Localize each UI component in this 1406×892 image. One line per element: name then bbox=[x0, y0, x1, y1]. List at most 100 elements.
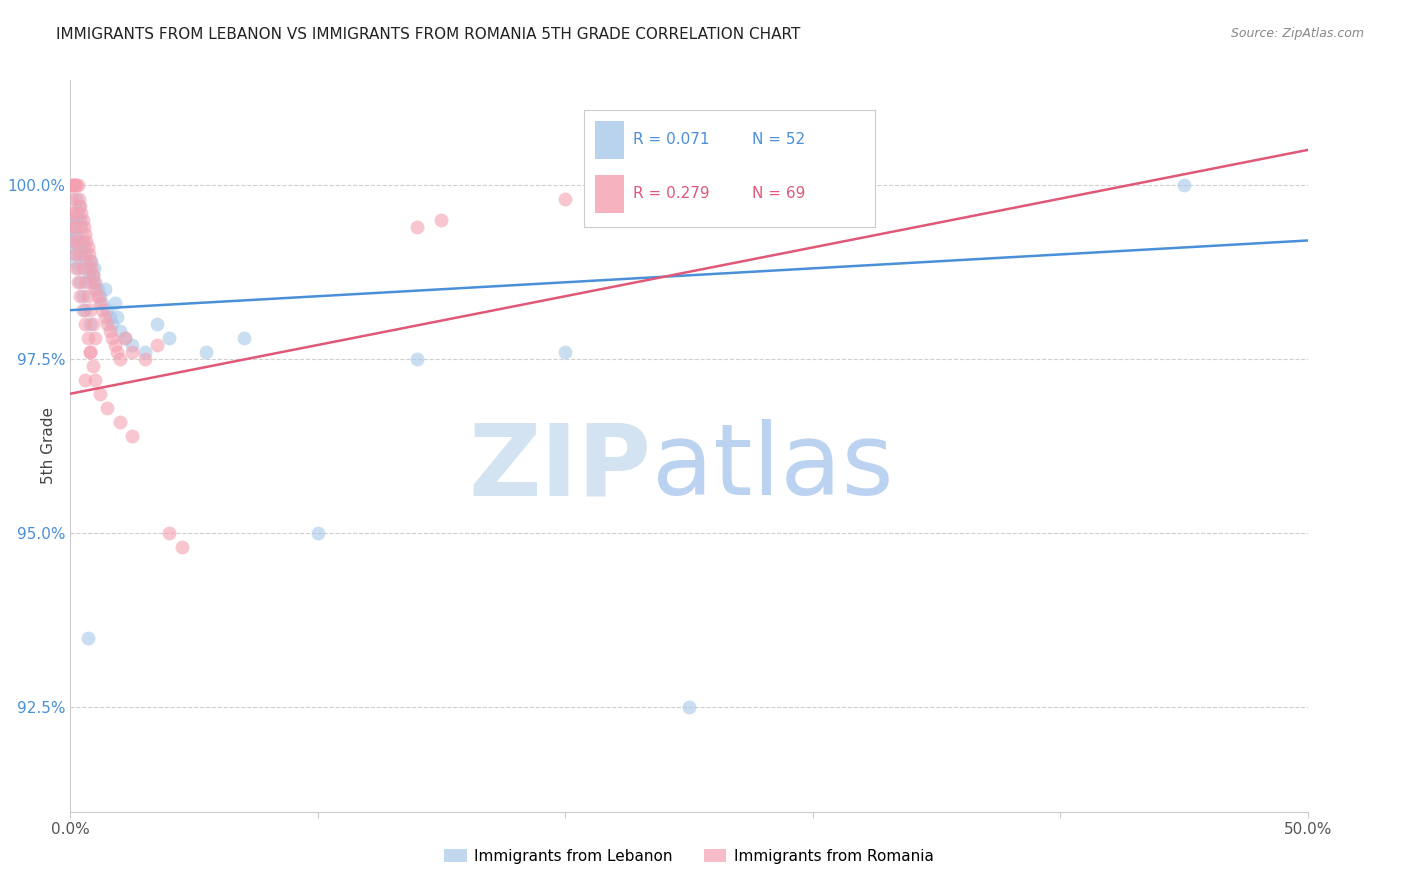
Point bbox=[98, 324, 121, 338]
Point bbox=[76, 631, 98, 645]
Point bbox=[101, 331, 124, 345]
Point bbox=[69, 212, 91, 227]
Point bbox=[98, 310, 121, 325]
Point bbox=[96, 401, 118, 415]
Point bbox=[65, 219, 87, 234]
Point bbox=[105, 310, 128, 325]
Point bbox=[83, 275, 105, 289]
Point bbox=[75, 275, 97, 289]
Point bbox=[75, 234, 97, 248]
Point bbox=[105, 345, 128, 359]
Point bbox=[76, 289, 98, 303]
Point bbox=[79, 345, 101, 359]
Point bbox=[405, 219, 427, 234]
Point bbox=[94, 310, 117, 325]
Point bbox=[91, 303, 114, 318]
Point bbox=[75, 247, 97, 261]
Point bbox=[67, 199, 90, 213]
Point bbox=[89, 296, 111, 310]
Point bbox=[60, 178, 83, 192]
Point bbox=[114, 331, 136, 345]
Text: IMMIGRANTS FROM LEBANON VS IMMIGRANTS FROM ROMANIA 5TH GRADE CORRELATION CHART: IMMIGRANTS FROM LEBANON VS IMMIGRANTS FR… bbox=[56, 27, 800, 42]
Point bbox=[96, 303, 118, 318]
Point bbox=[84, 373, 107, 387]
Point bbox=[75, 303, 97, 318]
Point bbox=[65, 178, 87, 192]
Point bbox=[70, 219, 93, 234]
Point bbox=[83, 261, 105, 276]
Point bbox=[63, 234, 86, 248]
Point bbox=[63, 212, 86, 227]
Point bbox=[73, 219, 96, 234]
Point bbox=[66, 261, 89, 276]
Point bbox=[146, 317, 169, 331]
Point bbox=[114, 331, 136, 345]
Point bbox=[72, 303, 94, 318]
Point bbox=[554, 345, 576, 359]
Point bbox=[67, 192, 90, 206]
Point bbox=[84, 275, 107, 289]
Point bbox=[75, 227, 97, 241]
Text: atlas: atlas bbox=[652, 419, 893, 516]
Point bbox=[75, 373, 97, 387]
Point bbox=[62, 205, 84, 219]
Point bbox=[554, 192, 576, 206]
Point bbox=[79, 254, 101, 268]
Point bbox=[89, 386, 111, 401]
Point bbox=[62, 178, 84, 192]
Point bbox=[91, 296, 114, 310]
Point bbox=[77, 247, 100, 261]
Point bbox=[108, 324, 131, 338]
Point bbox=[70, 205, 93, 219]
Point bbox=[69, 247, 91, 261]
Point bbox=[62, 234, 84, 248]
Point bbox=[66, 178, 89, 192]
Point bbox=[65, 254, 87, 268]
Point bbox=[101, 317, 124, 331]
Point bbox=[60, 212, 83, 227]
Point bbox=[678, 700, 700, 714]
Point bbox=[63, 240, 86, 254]
Point bbox=[232, 331, 254, 345]
Point bbox=[134, 345, 156, 359]
Point bbox=[60, 192, 83, 206]
Point bbox=[121, 338, 143, 352]
Point bbox=[76, 261, 98, 276]
Point bbox=[65, 261, 87, 276]
Point bbox=[66, 275, 89, 289]
Point bbox=[104, 296, 127, 310]
Point bbox=[79, 303, 101, 318]
Point bbox=[82, 359, 104, 373]
Point bbox=[62, 227, 84, 241]
Point bbox=[79, 317, 101, 331]
Point bbox=[86, 282, 108, 296]
Point bbox=[65, 178, 87, 192]
Point bbox=[65, 227, 87, 241]
Point bbox=[62, 219, 84, 234]
Point bbox=[65, 247, 87, 261]
Point bbox=[134, 351, 156, 366]
Point bbox=[121, 428, 143, 442]
Point bbox=[94, 282, 117, 296]
Point bbox=[157, 331, 180, 345]
Point bbox=[65, 192, 87, 206]
Point bbox=[146, 338, 169, 352]
Point bbox=[84, 331, 107, 345]
Point bbox=[82, 268, 104, 283]
Point bbox=[63, 178, 86, 192]
Point bbox=[96, 317, 118, 331]
Point bbox=[79, 275, 101, 289]
Point bbox=[86, 289, 108, 303]
Point bbox=[76, 240, 98, 254]
Point bbox=[307, 526, 329, 541]
Point bbox=[72, 212, 94, 227]
Point bbox=[82, 317, 104, 331]
Point bbox=[65, 247, 87, 261]
Point bbox=[157, 526, 180, 541]
Point bbox=[60, 205, 83, 219]
Text: Source: ZipAtlas.com: Source: ZipAtlas.com bbox=[1230, 27, 1364, 40]
Point bbox=[66, 205, 89, 219]
Point bbox=[405, 351, 427, 366]
Point bbox=[108, 351, 131, 366]
Point bbox=[80, 261, 103, 276]
